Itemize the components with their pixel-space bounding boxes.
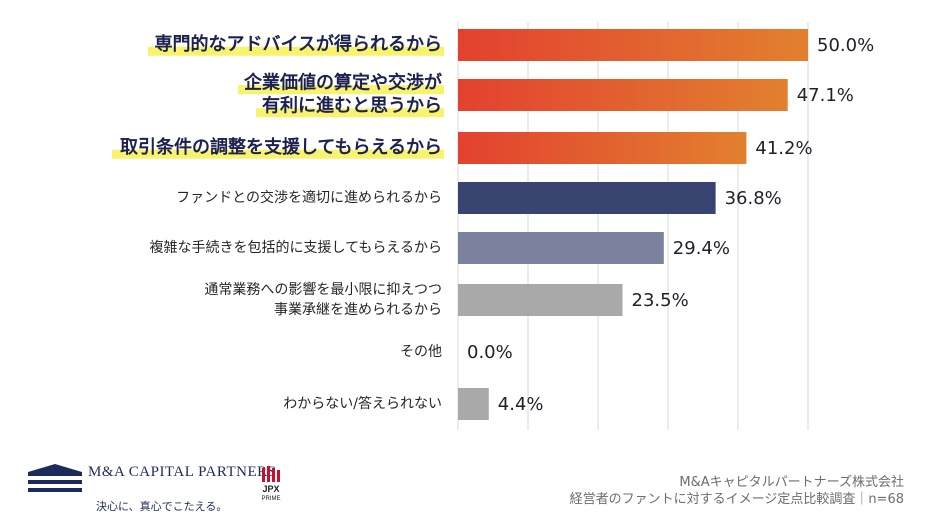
value-label: 47.1% (797, 85, 854, 106)
source-company: M&Aキャピタルパートナーズ株式会社 (679, 475, 904, 490)
category-label: 取引条件の調整を支援してもらえるから (120, 136, 442, 158)
brand-tagline: 決心に、真心でこたえる。 (96, 501, 228, 513)
category-label: その他 (400, 344, 442, 360)
value-label: 36.8% (725, 188, 782, 209)
jpx-label: JPX (262, 484, 280, 494)
bar (458, 182, 716, 214)
bar (458, 132, 747, 164)
bar-chart: 専門的なアドバイスが得られるから企業価値の算定や交渉が有利に進むと思うから取引条… (112, 22, 874, 430)
value-label: 0.0% (467, 342, 513, 363)
source-note: M&Aキャピタルパートナーズ株式会社 経営者のファントに対するイメージ定点比較調… (570, 474, 904, 508)
label-highlight (256, 108, 444, 118)
bar (458, 232, 664, 264)
bar (458, 29, 808, 61)
company-logo: M&A CAPITAL PARTNERS 決心に、真心でこたえる。 (26, 462, 276, 518)
category-label: 通常業務への影響を最小限に抑えつつ (204, 281, 442, 298)
brand-name: M&A CAPITAL PARTNERS (88, 464, 277, 480)
jpx-prime-icon (262, 466, 280, 482)
jpx-prime-badge: JPX PRIME (258, 464, 284, 508)
category-label: ファンドとの交渉を適切に進められるから (176, 189, 442, 206)
jpx-sublabel: PRIME (261, 496, 281, 502)
bar (458, 284, 623, 316)
value-label: 50.0% (817, 35, 874, 56)
source-survey: 経営者のファントに対するイメージ定点比較調査｜n=68 (569, 492, 904, 507)
label-highlight (148, 46, 444, 56)
category-label: 事業承継を進められるから (274, 302, 442, 318)
category-label: 複雑な手続きを包括的に支援してもらえるから (150, 239, 442, 256)
category-label: わからない/答えられない (283, 395, 442, 412)
category-label: 専門的なアドバイスが得られるから (155, 33, 442, 55)
bar (458, 79, 788, 111)
value-label: 4.4% (498, 394, 544, 415)
category-label: 企業価値の算定や交渉が (243, 72, 442, 94)
label-highlight (112, 149, 444, 159)
category-label: 有利に進むと思うから (262, 95, 442, 117)
value-label: 23.5% (632, 290, 689, 311)
value-label: 29.4% (673, 238, 730, 259)
bar (458, 388, 489, 420)
value-label: 41.2% (755, 138, 812, 159)
mcp-logo-icon (28, 464, 82, 492)
label-highlight (238, 85, 444, 95)
